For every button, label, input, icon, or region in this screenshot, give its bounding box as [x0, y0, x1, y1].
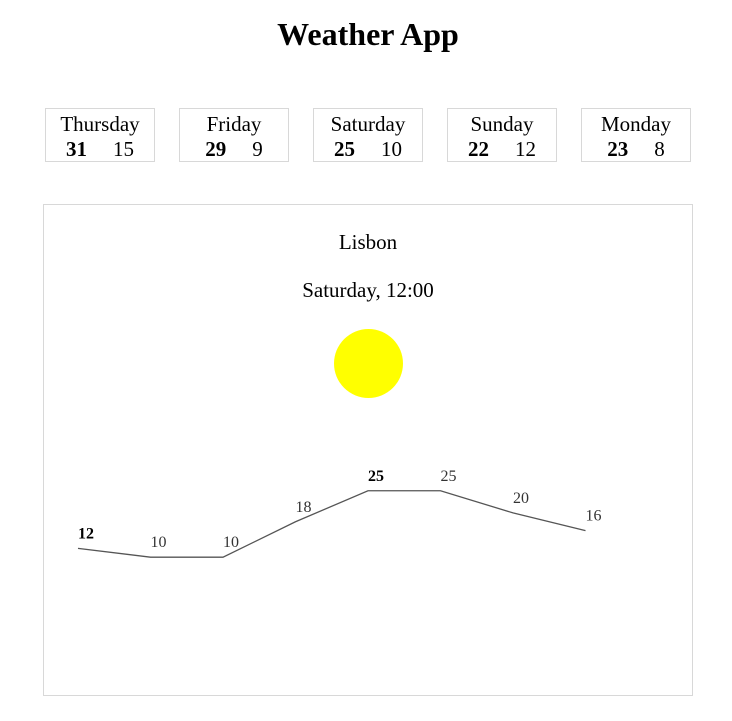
temperature-line [77, 490, 586, 558]
hour-temp-label: 18 [296, 499, 312, 516]
app-title: Weather App [277, 16, 459, 52]
day-name: Thursday [60, 112, 140, 136]
day-name: Monday [601, 112, 671, 136]
day-card-saturday[interactable]: Saturday 25 10 [313, 108, 423, 162]
hour-temp-label: 16 [586, 508, 602, 525]
hour-temp-label: 10 [223, 534, 239, 551]
temp-min: 9 [252, 137, 263, 161]
hour-temp-label: 10 [151, 534, 167, 551]
temp-max: 23 [607, 137, 629, 161]
daily-forecast-list: Thursday 31 15 Friday 29 9 Saturday 25 10 S… [0, 108, 732, 164]
temp-min: 15 [113, 137, 134, 161]
temp-min: 8 [654, 137, 665, 161]
hour-temp-label: 20 [513, 490, 529, 507]
day-name: Saturday [330, 112, 406, 136]
temp-min: 10 [381, 137, 402, 161]
day-name: Sunday [470, 112, 534, 136]
day-card-friday[interactable]: Friday 29 9 [179, 108, 289, 162]
day-name: Friday [206, 112, 262, 136]
temp-max: 29 [205, 137, 227, 161]
sun-icon [334, 329, 403, 398]
hour-temp-label: 12 [78, 525, 94, 542]
hourly-temperature-chart: 12 10 10 18 25 25 20 16 [77, 468, 602, 558]
city-name: Lisbon [338, 230, 398, 254]
selected-datetime: Saturday, 12:00 [302, 278, 434, 302]
hour-temp-label: 25 [368, 468, 384, 485]
temp-max: 25 [334, 137, 355, 161]
day-card-thursday[interactable]: Thursday 31 15 [45, 108, 155, 162]
temp-max: 22 [468, 137, 489, 161]
temp-min: 12 [515, 137, 536, 161]
hour-temp-label: 25 [441, 468, 457, 485]
temp-max: 31 [66, 137, 87, 161]
day-card-sunday[interactable]: Sunday 22 12 [447, 108, 557, 162]
weather-detail-panel: Lisbon Saturday, 12:00 12 10 10 18 25 25 20 16 [43, 204, 693, 696]
day-card-monday[interactable]: Monday 23 8 [581, 108, 691, 162]
